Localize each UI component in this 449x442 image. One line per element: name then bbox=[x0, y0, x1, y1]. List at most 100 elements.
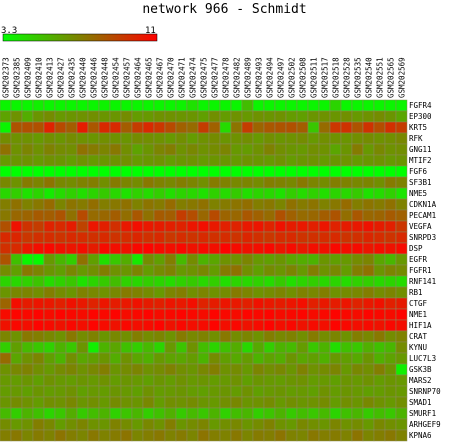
heatmap-cell bbox=[153, 154, 166, 167]
heatmap-cell bbox=[241, 121, 254, 134]
heatmap-cell bbox=[175, 341, 188, 354]
heatmap-cell bbox=[109, 374, 122, 387]
heatmap-cell bbox=[274, 297, 287, 310]
heatmap-cell bbox=[307, 407, 320, 420]
row-label: GNG11 bbox=[409, 145, 432, 154]
heatmap-cell bbox=[274, 110, 287, 123]
heatmap-cell bbox=[318, 363, 331, 376]
heatmap-cell bbox=[351, 176, 364, 189]
heatmap-cell bbox=[351, 132, 364, 145]
heatmap-cell bbox=[109, 352, 122, 365]
heatmap-cell bbox=[153, 341, 166, 354]
heatmap-cell bbox=[65, 220, 78, 233]
heatmap-cell bbox=[65, 429, 78, 442]
heatmap-cell bbox=[362, 231, 375, 244]
heatmap-cell bbox=[230, 330, 243, 343]
heatmap-cell bbox=[340, 253, 353, 266]
heatmap-cell bbox=[21, 418, 34, 431]
heatmap-cell bbox=[10, 220, 23, 233]
heatmap-cell bbox=[164, 418, 177, 431]
heatmap-cell bbox=[307, 143, 320, 156]
heatmap-cell bbox=[175, 132, 188, 145]
heatmap-cell bbox=[131, 198, 144, 211]
heatmap-cell bbox=[65, 176, 78, 189]
column-label: GSM202535 bbox=[354, 57, 363, 98]
heatmap-cell bbox=[318, 253, 331, 266]
heatmap-cell bbox=[175, 407, 188, 420]
heatmap-cell bbox=[43, 418, 56, 431]
heatmap-cell bbox=[208, 110, 221, 123]
heatmap-cell bbox=[307, 319, 320, 332]
heatmap-cell bbox=[153, 363, 166, 376]
heatmap-cell bbox=[10, 242, 23, 255]
heatmap-cell bbox=[373, 363, 386, 376]
heatmap-cell bbox=[142, 418, 155, 431]
heatmap-cell bbox=[120, 198, 133, 211]
heatmap-cell bbox=[10, 396, 23, 409]
heatmap-cell bbox=[329, 143, 342, 156]
heatmap-cell bbox=[252, 242, 265, 255]
heatmap-cell bbox=[21, 165, 34, 178]
heatmap-cell bbox=[32, 132, 45, 145]
heatmap-cell bbox=[263, 220, 276, 233]
heatmap-cell bbox=[76, 429, 89, 442]
heatmap-cell bbox=[384, 363, 397, 376]
heatmap-cell bbox=[329, 165, 342, 178]
heatmap-cell bbox=[65, 418, 78, 431]
heatmap-cell bbox=[21, 176, 34, 189]
heatmap-cell bbox=[307, 275, 320, 288]
heatmap-cell bbox=[351, 407, 364, 420]
heatmap-cell bbox=[87, 352, 100, 365]
heatmap-cell bbox=[120, 110, 133, 123]
heatmap-cell bbox=[340, 396, 353, 409]
heatmap-cell bbox=[208, 154, 221, 167]
heatmap-cell bbox=[98, 143, 111, 156]
heatmap-cell bbox=[98, 231, 111, 244]
heatmap-cell bbox=[384, 143, 397, 156]
heatmap-cell bbox=[120, 253, 133, 266]
heatmap-cell bbox=[329, 253, 342, 266]
heatmap-cell bbox=[43, 253, 56, 266]
heatmap-cell bbox=[263, 363, 276, 376]
heatmap-cell bbox=[43, 330, 56, 343]
heatmap-cell bbox=[120, 176, 133, 189]
heatmap-cell bbox=[153, 429, 166, 442]
heatmap-cell bbox=[230, 253, 243, 266]
heatmap-cell bbox=[285, 154, 298, 167]
heatmap-cell bbox=[0, 209, 12, 222]
heatmap-cell bbox=[285, 165, 298, 178]
heatmap-cell bbox=[164, 319, 177, 332]
heatmap-cell bbox=[76, 242, 89, 255]
heatmap-cell bbox=[208, 242, 221, 255]
heatmap-cell bbox=[296, 165, 309, 178]
heatmap-cell bbox=[274, 143, 287, 156]
heatmap-cell bbox=[384, 110, 397, 123]
heatmap-cell bbox=[32, 297, 45, 310]
heatmap-cell bbox=[142, 110, 155, 123]
heatmap-cell bbox=[318, 220, 331, 233]
heatmap-cell bbox=[76, 121, 89, 134]
heatmap-cell bbox=[175, 286, 188, 299]
heatmap-cell bbox=[131, 220, 144, 233]
heatmap-cell bbox=[318, 308, 331, 321]
heatmap-cell bbox=[54, 352, 67, 365]
heatmap-cell bbox=[65, 99, 78, 112]
heatmap-cell bbox=[252, 429, 265, 442]
heatmap-cell bbox=[197, 242, 210, 255]
heatmap-cell bbox=[274, 407, 287, 420]
heatmap-cell bbox=[175, 187, 188, 200]
heatmap-cell bbox=[329, 341, 342, 354]
heatmap-cell bbox=[208, 429, 221, 442]
heatmap-cell bbox=[32, 407, 45, 420]
heatmap-cell bbox=[274, 253, 287, 266]
heatmap-cell bbox=[241, 253, 254, 266]
heatmap-cell bbox=[373, 253, 386, 266]
row-label: CTGF bbox=[409, 299, 428, 308]
heatmap-cell bbox=[32, 220, 45, 233]
heatmap-cell bbox=[307, 308, 320, 321]
heatmap-cell bbox=[197, 418, 210, 431]
heatmap-cell bbox=[296, 154, 309, 167]
heatmap-cell bbox=[395, 154, 408, 167]
heatmap-cell bbox=[87, 407, 100, 420]
heatmap-cell bbox=[395, 385, 408, 398]
